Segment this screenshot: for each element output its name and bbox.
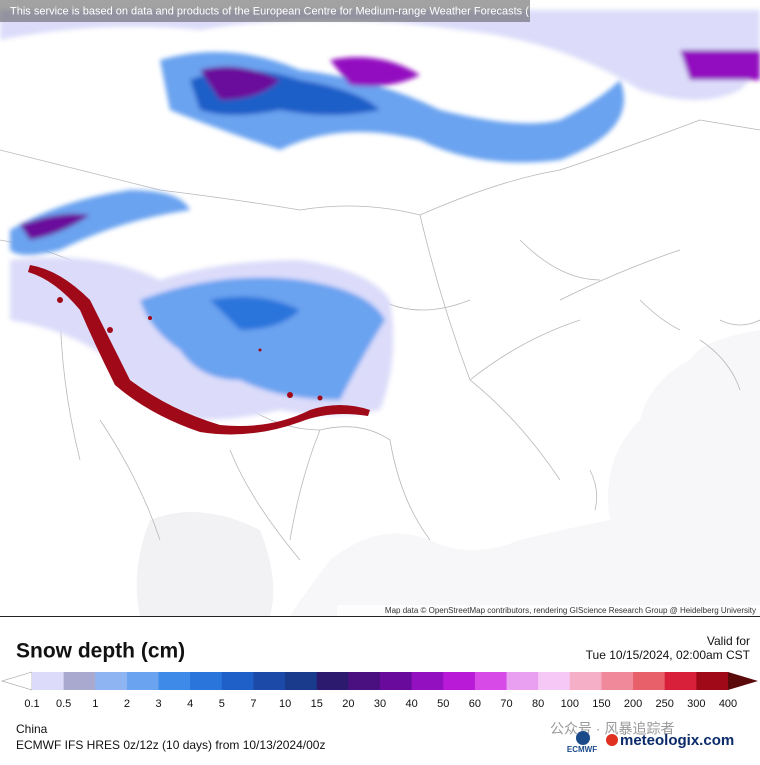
notice-banner — [0, 0, 530, 22]
color-swatch — [285, 672, 318, 690]
valid-label: Valid for — [707, 634, 750, 648]
deep-snow — [28, 265, 370, 435]
legend-tick-label: 70 — [500, 698, 512, 710]
color-swatch — [411, 672, 444, 690]
legend-tick-label: 300 — [687, 698, 705, 710]
color-swatch — [95, 672, 128, 690]
color-swatch — [474, 672, 508, 690]
legend-tick-label: 400 — [719, 698, 737, 710]
color-swatch — [32, 672, 65, 690]
legend-tick-label: 40 — [406, 698, 418, 710]
valid-time: Tue 10/15/2024, 02:00am CST — [586, 648, 751, 662]
legend-tick-label: 4 — [187, 698, 193, 710]
legend-tick-label: 1 — [92, 698, 98, 710]
color-swatch — [443, 672, 476, 690]
legend-tick-label: 100 — [561, 698, 579, 710]
map: This service is based on data and produc… — [0, 0, 760, 616]
color-swatch — [126, 672, 160, 690]
legend-title: Snow depth (cm) — [16, 640, 185, 663]
color-swatch — [190, 672, 223, 690]
color-swatch — [538, 672, 571, 690]
color-swatch — [221, 672, 254, 690]
attribution: Map data © OpenStreetMap contributors, r… — [385, 606, 756, 615]
color-swatch — [63, 672, 96, 690]
sea — [136, 512, 274, 616]
color-swatch — [348, 672, 381, 690]
ecmwf-logo — [576, 731, 590, 745]
legend-tick-label: 150 — [592, 698, 610, 710]
color-swatch — [633, 672, 666, 690]
model-run: ECMWF IFS HRES 0z/12z (10 days) from 10/… — [16, 738, 325, 752]
legend-tick-label: 200 — [624, 698, 642, 710]
brand-logo — [606, 734, 618, 746]
legend-tick-label: 80 — [532, 698, 544, 710]
color-swatch — [380, 672, 413, 690]
brand: meteologix.com — [620, 732, 734, 749]
color-swatch — [253, 672, 286, 690]
legend-tick-label: 15 — [311, 698, 323, 710]
legend-tick-label: 20 — [342, 698, 354, 710]
legend-tick-label: 0.5 — [56, 698, 71, 710]
legend-tick-label: 30 — [374, 698, 386, 710]
ecmwf: ECMWF — [567, 745, 597, 754]
legend-tick-label: 5 — [219, 698, 225, 710]
legend-tick-label: 10 — [279, 698, 291, 710]
color-swatch — [316, 672, 349, 690]
above-arrow — [728, 672, 758, 690]
color-swatch — [506, 672, 539, 690]
legend-tick-label: 7 — [250, 698, 256, 710]
footer: China ECMWF IFS HRES 0z/12z (10 days) fr… — [16, 721, 734, 754]
legend: Snow depth (cm) Valid for Tue 10/15/2024… — [0, 634, 758, 710]
color-swatch — [158, 672, 191, 690]
below-arrow — [0, 671, 33, 691]
color-bar: 0.1 0.5 1 2 3 4 5 7 10 15 20 30 40 50 60 70 80 100 150 200 2… — [0, 671, 758, 710]
legend-tick-label: 250 — [656, 698, 674, 710]
color-swatch — [664, 672, 697, 690]
color-swatch — [601, 672, 634, 690]
attribution-bg — [337, 605, 760, 616]
legend-tick-label: 50 — [437, 698, 449, 710]
color-swatch — [569, 672, 602, 690]
region: China — [16, 722, 48, 736]
legend-tick-label: 3 — [155, 698, 161, 710]
color-swatch — [696, 672, 729, 690]
snow-cover — [0, 10, 760, 420]
legend-tick-label: 0.1 — [24, 698, 39, 710]
notice: This service is based on data and produc… — [10, 5, 529, 17]
legend-tick-label: 2 — [124, 698, 130, 710]
legend-tick-label: 60 — [469, 698, 481, 710]
